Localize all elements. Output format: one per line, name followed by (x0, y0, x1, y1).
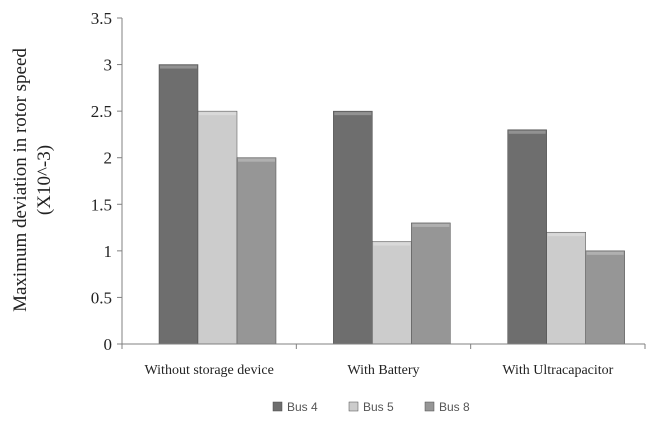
bar-bus-4-2 (333, 110, 373, 345)
bar-bus-8-1 (236, 157, 277, 345)
bar-highlight (334, 112, 372, 116)
bar-bus-4-1 (158, 64, 199, 345)
axes (121, 18, 646, 349)
bars-group (158, 64, 625, 345)
y-tick-label: 3.5 (91, 9, 112, 28)
bar-bus-5-2 (372, 241, 412, 345)
bar-highlight (586, 251, 624, 255)
bar-bus-5-3 (546, 231, 586, 345)
bar-highlight (373, 242, 411, 246)
y-tick-label: 1.5 (91, 195, 112, 214)
bar-highlight (238, 158, 275, 162)
y-tick-label: 2.5 (91, 102, 112, 121)
bar-bus-8-3 (585, 250, 625, 345)
category-labels: Without storage device With Battery With U… (145, 363, 614, 378)
y-tick-label: 2 (104, 149, 113, 168)
bar-highlight (160, 65, 197, 69)
y-tick-label: 1 (104, 242, 113, 261)
category-label: With Battery (347, 363, 419, 378)
y-tick-label: 0.5 (91, 288, 112, 307)
y-axis-ticks: 0 0.5 1 1.5 2 2.5 3 3.5 (91, 9, 122, 354)
category-label: Without storage device (145, 363, 274, 378)
legend: Bus 4 Bus 5 Bus 8 (272, 400, 470, 414)
legend-swatch (424, 401, 435, 412)
bar-bus-8-2 (411, 222, 451, 345)
legend-label: Bus 8 (439, 400, 470, 414)
bar-highlight (199, 112, 236, 116)
bar-highlight (412, 223, 450, 227)
legend-swatch (272, 401, 283, 412)
y-axis-title-line-1: Maximum deviation in rotor speed (10, 48, 31, 312)
bar-bus-4-3 (507, 129, 547, 345)
bar-bus-5-1 (197, 110, 238, 345)
legend-swatch (348, 401, 359, 412)
category-label: With Ultracapacitor (502, 363, 613, 378)
y-tick-label: 0 (104, 335, 113, 354)
bar-highlight (547, 233, 585, 237)
y-axis-title-line-2: (X10^-3) (34, 145, 55, 215)
bar-highlight (508, 130, 546, 134)
y-axis-title: Maximum deviation in rotor speed (X10^-3… (10, 48, 55, 312)
legend-label: Bus 4 (287, 400, 318, 414)
y-tick-label: 3 (104, 56, 113, 75)
legend-label: Bus 5 (363, 400, 394, 414)
